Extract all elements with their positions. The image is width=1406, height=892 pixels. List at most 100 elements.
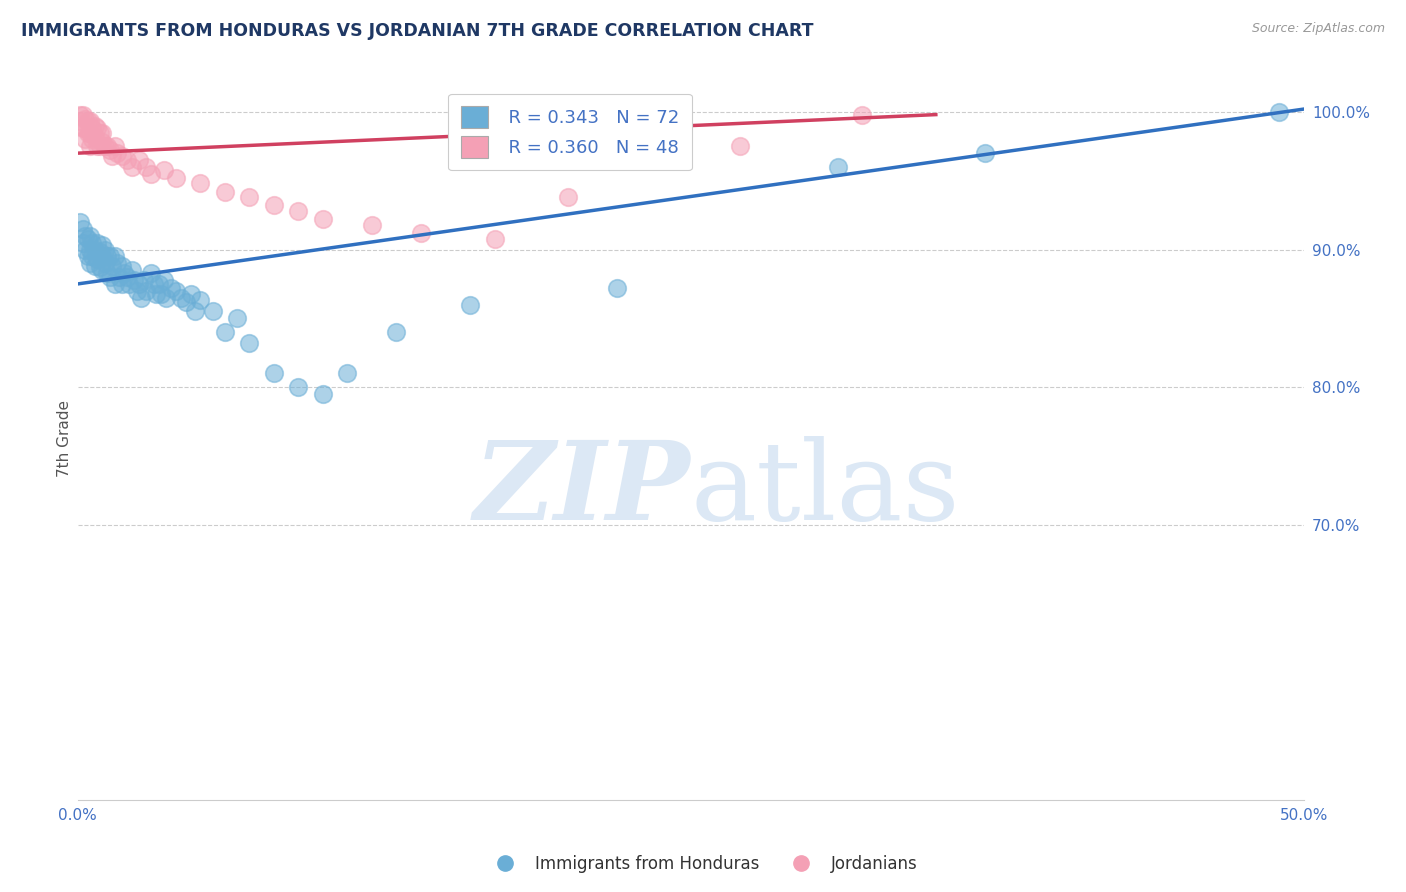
Point	[89, 139, 111, 153]
Point	[98, 270, 121, 285]
Point	[179, 286, 201, 301]
Point	[98, 144, 121, 158]
Point	[83, 259, 105, 273]
Point	[111, 277, 134, 291]
Point	[72, 107, 94, 121]
Point	[145, 286, 167, 301]
Point	[312, 387, 335, 401]
Point	[728, 139, 751, 153]
Point	[361, 218, 384, 232]
Point	[1268, 104, 1291, 119]
Point	[121, 160, 143, 174]
Point	[122, 273, 145, 287]
Point	[79, 243, 101, 257]
Point	[118, 277, 141, 291]
Point	[83, 243, 105, 257]
Point	[132, 273, 155, 287]
Point	[79, 139, 101, 153]
Point	[75, 121, 97, 136]
Point	[141, 167, 163, 181]
Point	[75, 228, 97, 243]
Text: Source: ZipAtlas.com: Source: ZipAtlas.com	[1251, 22, 1385, 36]
Point	[128, 153, 150, 167]
Point	[79, 114, 101, 128]
Point	[79, 228, 101, 243]
Point	[69, 107, 91, 121]
Point	[82, 132, 104, 146]
Point	[91, 126, 114, 140]
Point	[86, 235, 108, 250]
Point	[79, 256, 101, 270]
Legend: Immigrants from Honduras, Jordanians: Immigrants from Honduras, Jordanians	[482, 848, 924, 880]
Point	[148, 277, 170, 291]
Point	[79, 126, 101, 140]
Point	[86, 252, 108, 267]
Point	[93, 256, 115, 270]
Point	[214, 185, 236, 199]
Point	[174, 294, 197, 309]
Point	[89, 260, 111, 275]
Point	[103, 249, 125, 263]
Point	[226, 311, 249, 326]
Point	[103, 277, 125, 291]
Point	[91, 263, 114, 277]
Point	[101, 149, 124, 163]
Point	[128, 277, 150, 291]
Point	[91, 238, 114, 252]
Point	[409, 226, 432, 240]
Point	[96, 266, 118, 280]
Text: IMMIGRANTS FROM HONDURAS VS JORDANIAN 7TH GRADE CORRELATION CHART: IMMIGRANTS FROM HONDURAS VS JORDANIAN 7T…	[21, 22, 814, 40]
Text: ZIP: ZIP	[474, 435, 690, 543]
Point	[115, 270, 138, 285]
Point	[827, 160, 849, 174]
Point	[83, 129, 105, 144]
Point	[135, 160, 157, 174]
Point	[112, 266, 135, 280]
Point	[141, 266, 163, 280]
Point	[69, 215, 91, 229]
Point	[75, 132, 97, 146]
Point	[165, 284, 187, 298]
Point	[287, 380, 309, 394]
Point	[385, 325, 408, 339]
Point	[238, 336, 260, 351]
Point	[76, 114, 98, 128]
Point	[91, 135, 114, 149]
Point	[165, 170, 187, 185]
Legend:   R = 0.343   N = 72,   R = 0.360   N = 48: R = 0.343 N = 72, R = 0.360 N = 48	[449, 94, 692, 170]
Point	[312, 212, 335, 227]
Point	[105, 146, 128, 161]
Point	[188, 293, 211, 308]
Point	[152, 162, 174, 177]
Point	[214, 325, 236, 339]
Point	[851, 107, 873, 121]
Y-axis label: 7th Grade: 7th Grade	[58, 401, 72, 477]
Point	[606, 281, 628, 295]
Point	[86, 139, 108, 153]
Point	[89, 126, 111, 140]
Point	[121, 263, 143, 277]
Point	[184, 304, 207, 318]
Point	[105, 256, 128, 270]
Point	[111, 149, 134, 163]
Point	[287, 204, 309, 219]
Point	[91, 249, 114, 263]
Point	[103, 139, 125, 153]
Point	[135, 284, 157, 298]
Point	[83, 119, 105, 133]
Point	[188, 177, 211, 191]
Point	[96, 249, 118, 263]
Point	[108, 270, 131, 285]
Point	[72, 222, 94, 236]
Point	[72, 235, 94, 250]
Point	[86, 121, 108, 136]
Point	[101, 259, 124, 273]
Point	[82, 249, 104, 263]
Point	[72, 121, 94, 136]
Point	[336, 367, 359, 381]
Point	[201, 304, 224, 318]
Text: atlas: atlas	[690, 436, 960, 543]
Point	[150, 286, 173, 301]
Point	[557, 190, 579, 204]
Point	[115, 153, 138, 167]
